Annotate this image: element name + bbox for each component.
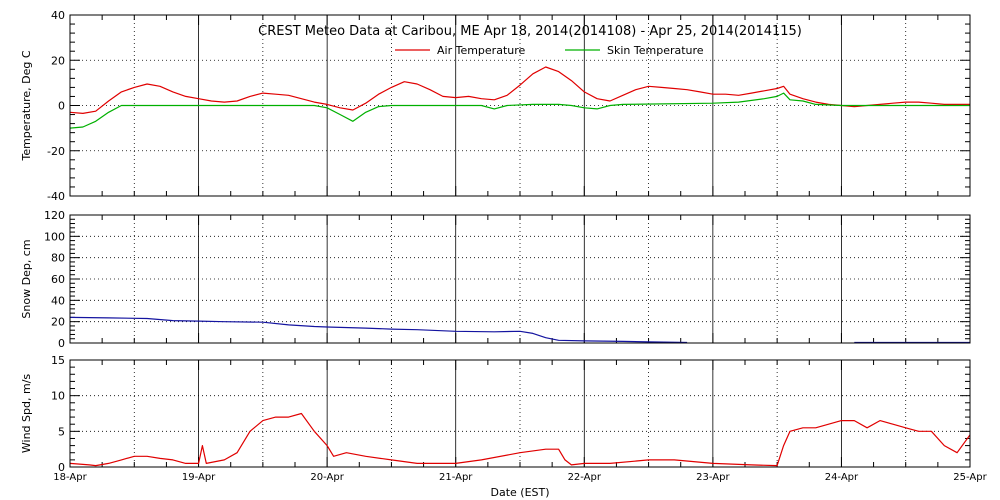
- legend: Air Temperature Skin Temperature: [395, 44, 704, 57]
- plot-frame: [69, 359, 971, 468]
- y-tick-label: 40: [51, 294, 65, 307]
- x-tick-label: 20-Apr: [310, 472, 344, 483]
- y-tick-label: 10: [51, 390, 65, 403]
- plot-frame: [69, 214, 971, 344]
- y-tick-label: 0: [58, 461, 65, 474]
- x-tick-label: 22-Apr: [568, 472, 602, 483]
- x-axis-label: Date (EST): [490, 486, 549, 499]
- y-tick-label: 15: [51, 354, 65, 367]
- y-tick-label: 0: [58, 337, 65, 350]
- x-tick-label: 25-Apr: [953, 472, 987, 483]
- y-tick-label: 100: [44, 230, 65, 243]
- y-tick-label: 20: [51, 54, 65, 67]
- y-tick-label: 60: [51, 273, 65, 286]
- x-tick-label: 19-Apr: [182, 472, 216, 483]
- y-tick-label: -40: [47, 190, 65, 203]
- y-tick-label: 20: [51, 316, 65, 329]
- series-line-p2: [69, 412, 971, 467]
- y-tick-label: 5: [58, 425, 65, 438]
- y-axis-label: Snow Dep, cm: [20, 239, 33, 318]
- plot-frame: [69, 14, 971, 197]
- snow-depth-panel: 120 100 80 60 40 20 0 Snow Dep, cm: [20, 209, 971, 350]
- x-tick-label: 21-Apr: [439, 472, 473, 483]
- y-tick-label: 80: [51, 252, 65, 265]
- y-axis-label: Wind Spd, m/s: [20, 374, 33, 454]
- y-tick-label: 0: [58, 100, 65, 113]
- legend-label: Air Temperature: [437, 44, 526, 57]
- series-line-skin-temperature: [69, 92, 970, 129]
- wind-speed-panel: 15 10 5 018-Apr 19-Apr 20-Apr 21-Apr 22-Apr 23-A…: [20, 354, 988, 483]
- series-line-air-temperature: [69, 66, 970, 114]
- legend-label: Skin Temperature: [607, 44, 704, 57]
- chart-title: CREST Meteo Data at Caribou, ME Apr 18, …: [258, 24, 802, 39]
- y-tick-label: 40: [51, 9, 65, 22]
- x-tick-label: 23-Apr: [696, 472, 730, 483]
- temperature-panel: 40 20 0 -20 -40 Temperature, Deg C: [20, 9, 971, 203]
- y-tick-label: -20: [47, 145, 65, 158]
- x-tick-label: 18-Apr: [53, 472, 87, 483]
- y-axis-label: Temperature, Deg C: [20, 50, 33, 161]
- x-tick-label: 24-Apr: [825, 472, 859, 483]
- y-tick-label: 120: [44, 209, 65, 222]
